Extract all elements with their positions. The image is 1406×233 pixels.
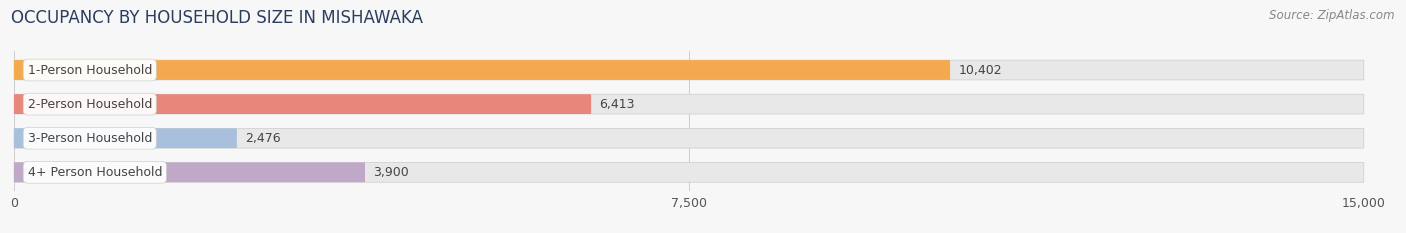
Text: 6,413: 6,413 xyxy=(599,98,634,111)
Text: 10,402: 10,402 xyxy=(957,64,1002,76)
Text: 4+ Person Household: 4+ Person Household xyxy=(28,166,162,179)
Text: 2,476: 2,476 xyxy=(245,132,281,145)
FancyBboxPatch shape xyxy=(14,60,1364,80)
Text: OCCUPANCY BY HOUSEHOLD SIZE IN MISHAWAKA: OCCUPANCY BY HOUSEHOLD SIZE IN MISHAWAKA xyxy=(11,9,423,27)
FancyBboxPatch shape xyxy=(14,128,1364,148)
FancyBboxPatch shape xyxy=(14,162,366,182)
Text: 2-Person Household: 2-Person Household xyxy=(28,98,152,111)
FancyBboxPatch shape xyxy=(14,94,1364,114)
FancyBboxPatch shape xyxy=(14,94,591,114)
Text: 3-Person Household: 3-Person Household xyxy=(28,132,152,145)
Text: 3,900: 3,900 xyxy=(373,166,409,179)
Text: 1-Person Household: 1-Person Household xyxy=(28,64,152,76)
FancyBboxPatch shape xyxy=(14,60,950,80)
FancyBboxPatch shape xyxy=(14,162,1364,182)
Text: Source: ZipAtlas.com: Source: ZipAtlas.com xyxy=(1270,9,1395,22)
FancyBboxPatch shape xyxy=(14,128,236,148)
